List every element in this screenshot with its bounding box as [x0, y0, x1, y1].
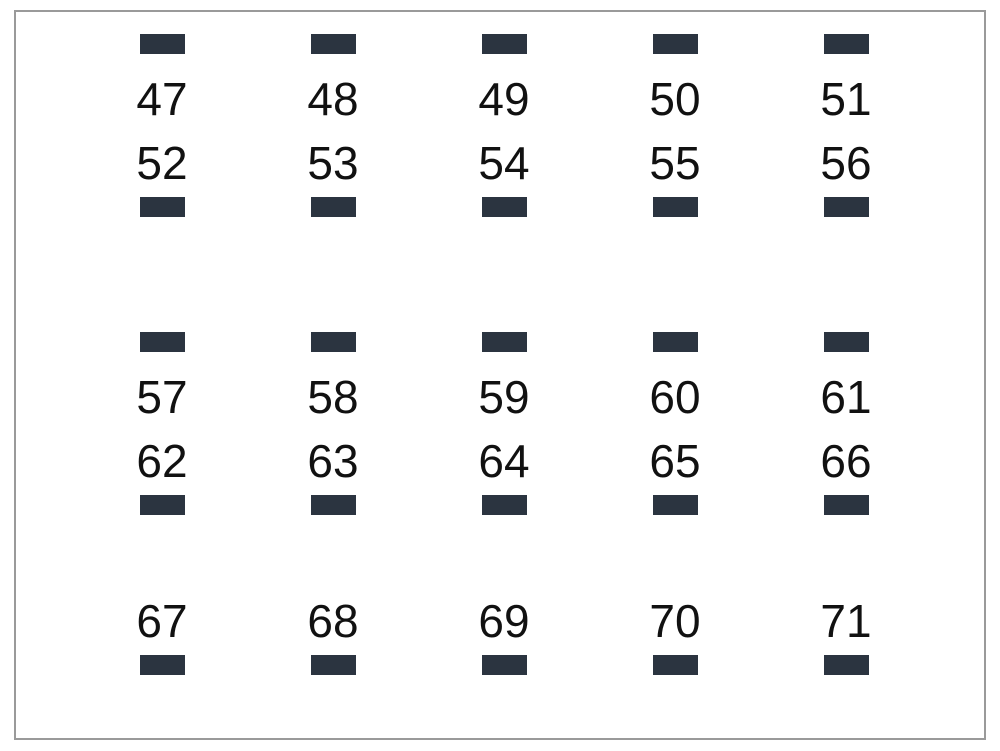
bar-icon [311, 495, 356, 515]
value-label: 57 [77, 374, 247, 420]
value-label: 48 [248, 76, 418, 122]
value-label: 54 [419, 140, 589, 186]
value-label: 70 [590, 598, 760, 644]
bar-icon [824, 34, 869, 54]
bar-icon [653, 332, 698, 352]
bar-icon [311, 34, 356, 54]
value-label: 68 [248, 598, 418, 644]
value-label: 66 [761, 438, 931, 484]
value-label: 62 [77, 438, 247, 484]
value-label: 52 [77, 140, 247, 186]
value-label: 58 [248, 374, 418, 420]
value-label: 55 [590, 140, 760, 186]
value-label: 67 [77, 598, 247, 644]
value-label: 51 [761, 76, 931, 122]
value-label: 69 [419, 598, 589, 644]
value-label: 65 [590, 438, 760, 484]
bar-icon [824, 495, 869, 515]
bar-icon [824, 332, 869, 352]
bar-icon [824, 197, 869, 217]
bar-icon [140, 197, 185, 217]
value-label: 64 [419, 438, 589, 484]
bar-icon [824, 655, 869, 675]
bar-icon [482, 197, 527, 217]
bar-icon [482, 655, 527, 675]
value-label: 61 [761, 374, 931, 420]
value-label: 50 [590, 76, 760, 122]
bar-icon [140, 655, 185, 675]
value-label: 59 [419, 374, 589, 420]
bar-icon [482, 332, 527, 352]
bar-icon [140, 495, 185, 515]
bar-icon [482, 495, 527, 515]
bar-icon [140, 332, 185, 352]
bar-icon [482, 34, 527, 54]
value-label: 71 [761, 598, 931, 644]
bar-icon [140, 34, 185, 54]
diagram-canvas: 47 5248 5349 5450 5551 56 57 6258 6359 6460 6561 66… [0, 0, 1000, 751]
value-label: 47 [77, 76, 247, 122]
value-label: 56 [761, 140, 931, 186]
value-label: 53 [248, 140, 418, 186]
value-label: 60 [590, 374, 760, 420]
bar-icon [653, 34, 698, 54]
bar-icon [653, 197, 698, 217]
value-label: 63 [248, 438, 418, 484]
bar-icon [653, 495, 698, 515]
value-label: 49 [419, 76, 589, 122]
bar-icon [311, 197, 356, 217]
bar-icon [653, 655, 698, 675]
bar-icon [311, 655, 356, 675]
bar-icon [311, 332, 356, 352]
